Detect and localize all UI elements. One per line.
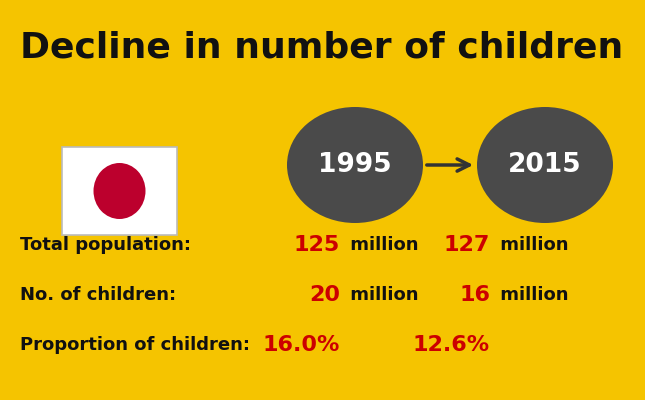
Text: 127: 127 [444, 235, 490, 255]
Text: million: million [344, 236, 419, 254]
Text: Decline in number of children: Decline in number of children [21, 30, 624, 64]
Text: 2015: 2015 [508, 152, 582, 178]
Text: 20: 20 [309, 285, 340, 305]
Ellipse shape [477, 107, 613, 223]
Text: 16: 16 [459, 285, 490, 305]
Text: Proportion of children:: Proportion of children: [20, 336, 250, 354]
Text: million: million [494, 236, 568, 254]
Ellipse shape [287, 107, 423, 223]
Text: 12.6%: 12.6% [413, 335, 490, 355]
Text: No. of children:: No. of children: [20, 286, 176, 304]
FancyBboxPatch shape [62, 147, 177, 235]
Text: million: million [494, 286, 568, 304]
Text: 16.0%: 16.0% [263, 335, 340, 355]
Text: 1995: 1995 [318, 152, 392, 178]
Text: 125: 125 [293, 235, 340, 255]
Ellipse shape [94, 163, 146, 219]
Text: million: million [344, 286, 419, 304]
Text: Total population:: Total population: [20, 236, 191, 254]
